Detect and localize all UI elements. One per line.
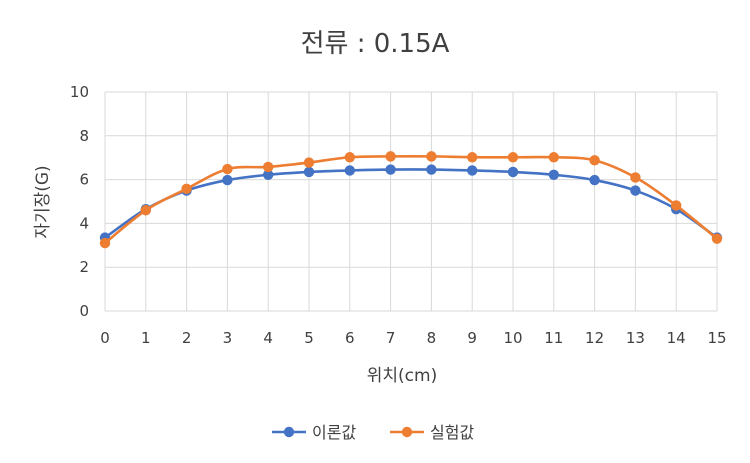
chart-title: 전류 : 0.15A	[301, 29, 450, 59]
x-tick-label: 15	[707, 329, 726, 347]
series-2-point	[344, 152, 355, 163]
series-line-1	[104, 168, 718, 239]
x-tick-label: 13	[626, 329, 645, 347]
legend-marker-1	[283, 426, 295, 438]
series-2-point	[548, 152, 559, 163]
series-1-point	[630, 185, 641, 196]
series-2-point	[385, 151, 396, 162]
series-1-point	[222, 174, 233, 186]
series-1-point	[303, 166, 315, 178]
legend-marker-2	[401, 426, 413, 438]
x-tick-label: 1	[141, 329, 151, 347]
series-1-point	[467, 165, 478, 176]
x-tick-label: 14	[667, 329, 686, 347]
y-tick-label: 2	[79, 258, 89, 276]
series-2-point	[99, 237, 111, 249]
series-2-point	[671, 200, 682, 211]
series-2-point	[630, 172, 641, 183]
legend-label-2: 실험값	[430, 423, 474, 442]
y-axis-label: 자기장(G)	[33, 165, 53, 238]
x-tick-label: 10	[503, 329, 522, 347]
series-2-point	[426, 151, 437, 162]
y-tick-label: 10	[70, 83, 89, 101]
x-tick-label: 8	[427, 329, 437, 347]
x-axis-label: 위치(cm)	[367, 366, 437, 386]
series-1-point	[548, 169, 559, 180]
legend: 이론값 실험값	[272, 423, 474, 442]
series-1-point	[263, 169, 274, 180]
y-tick-label: 8	[79, 127, 89, 145]
series-1-point	[385, 164, 396, 175]
series-1-point	[507, 166, 519, 178]
y-tick-label: 4	[79, 214, 89, 232]
x-tick-label: 2	[182, 329, 192, 347]
x-tick-label: 9	[467, 329, 477, 347]
series-2-point	[263, 161, 274, 173]
series-2-point	[303, 157, 315, 168]
series-1-point	[344, 165, 355, 176]
x-tick-label: 7	[386, 329, 396, 347]
legend-label-1: 이론값	[312, 423, 356, 442]
series-line-2	[104, 154, 718, 245]
series-2-point	[140, 205, 151, 216]
y-tick-labels: 0 2 4 6 8 10	[70, 83, 89, 320]
x-tick-label: 12	[585, 329, 604, 347]
y-tick-label: 0	[79, 302, 89, 320]
x-tick-label: 0	[100, 329, 110, 347]
x-tick-label: 3	[223, 329, 233, 347]
series-2-point	[181, 183, 192, 194]
series-2-point	[711, 233, 723, 244]
x-tick-label: 11	[544, 329, 563, 347]
x-tick-labels: 0 1 2 3 4 5 6 7 8 9 10 11 12 13 14 15	[100, 329, 726, 347]
series-1-point	[589, 174, 600, 186]
series-2-point	[589, 155, 600, 166]
x-tick-label: 4	[263, 329, 273, 347]
series-2-point	[507, 152, 519, 163]
series-2-point	[467, 152, 478, 163]
x-tick-label: 6	[345, 329, 355, 347]
series-1-point	[426, 164, 437, 175]
series-group	[99, 151, 723, 249]
gridlines	[104, 91, 718, 312]
y-tick-label: 6	[79, 171, 89, 189]
series-2-point	[222, 163, 233, 175]
x-tick-label: 5	[304, 329, 314, 347]
